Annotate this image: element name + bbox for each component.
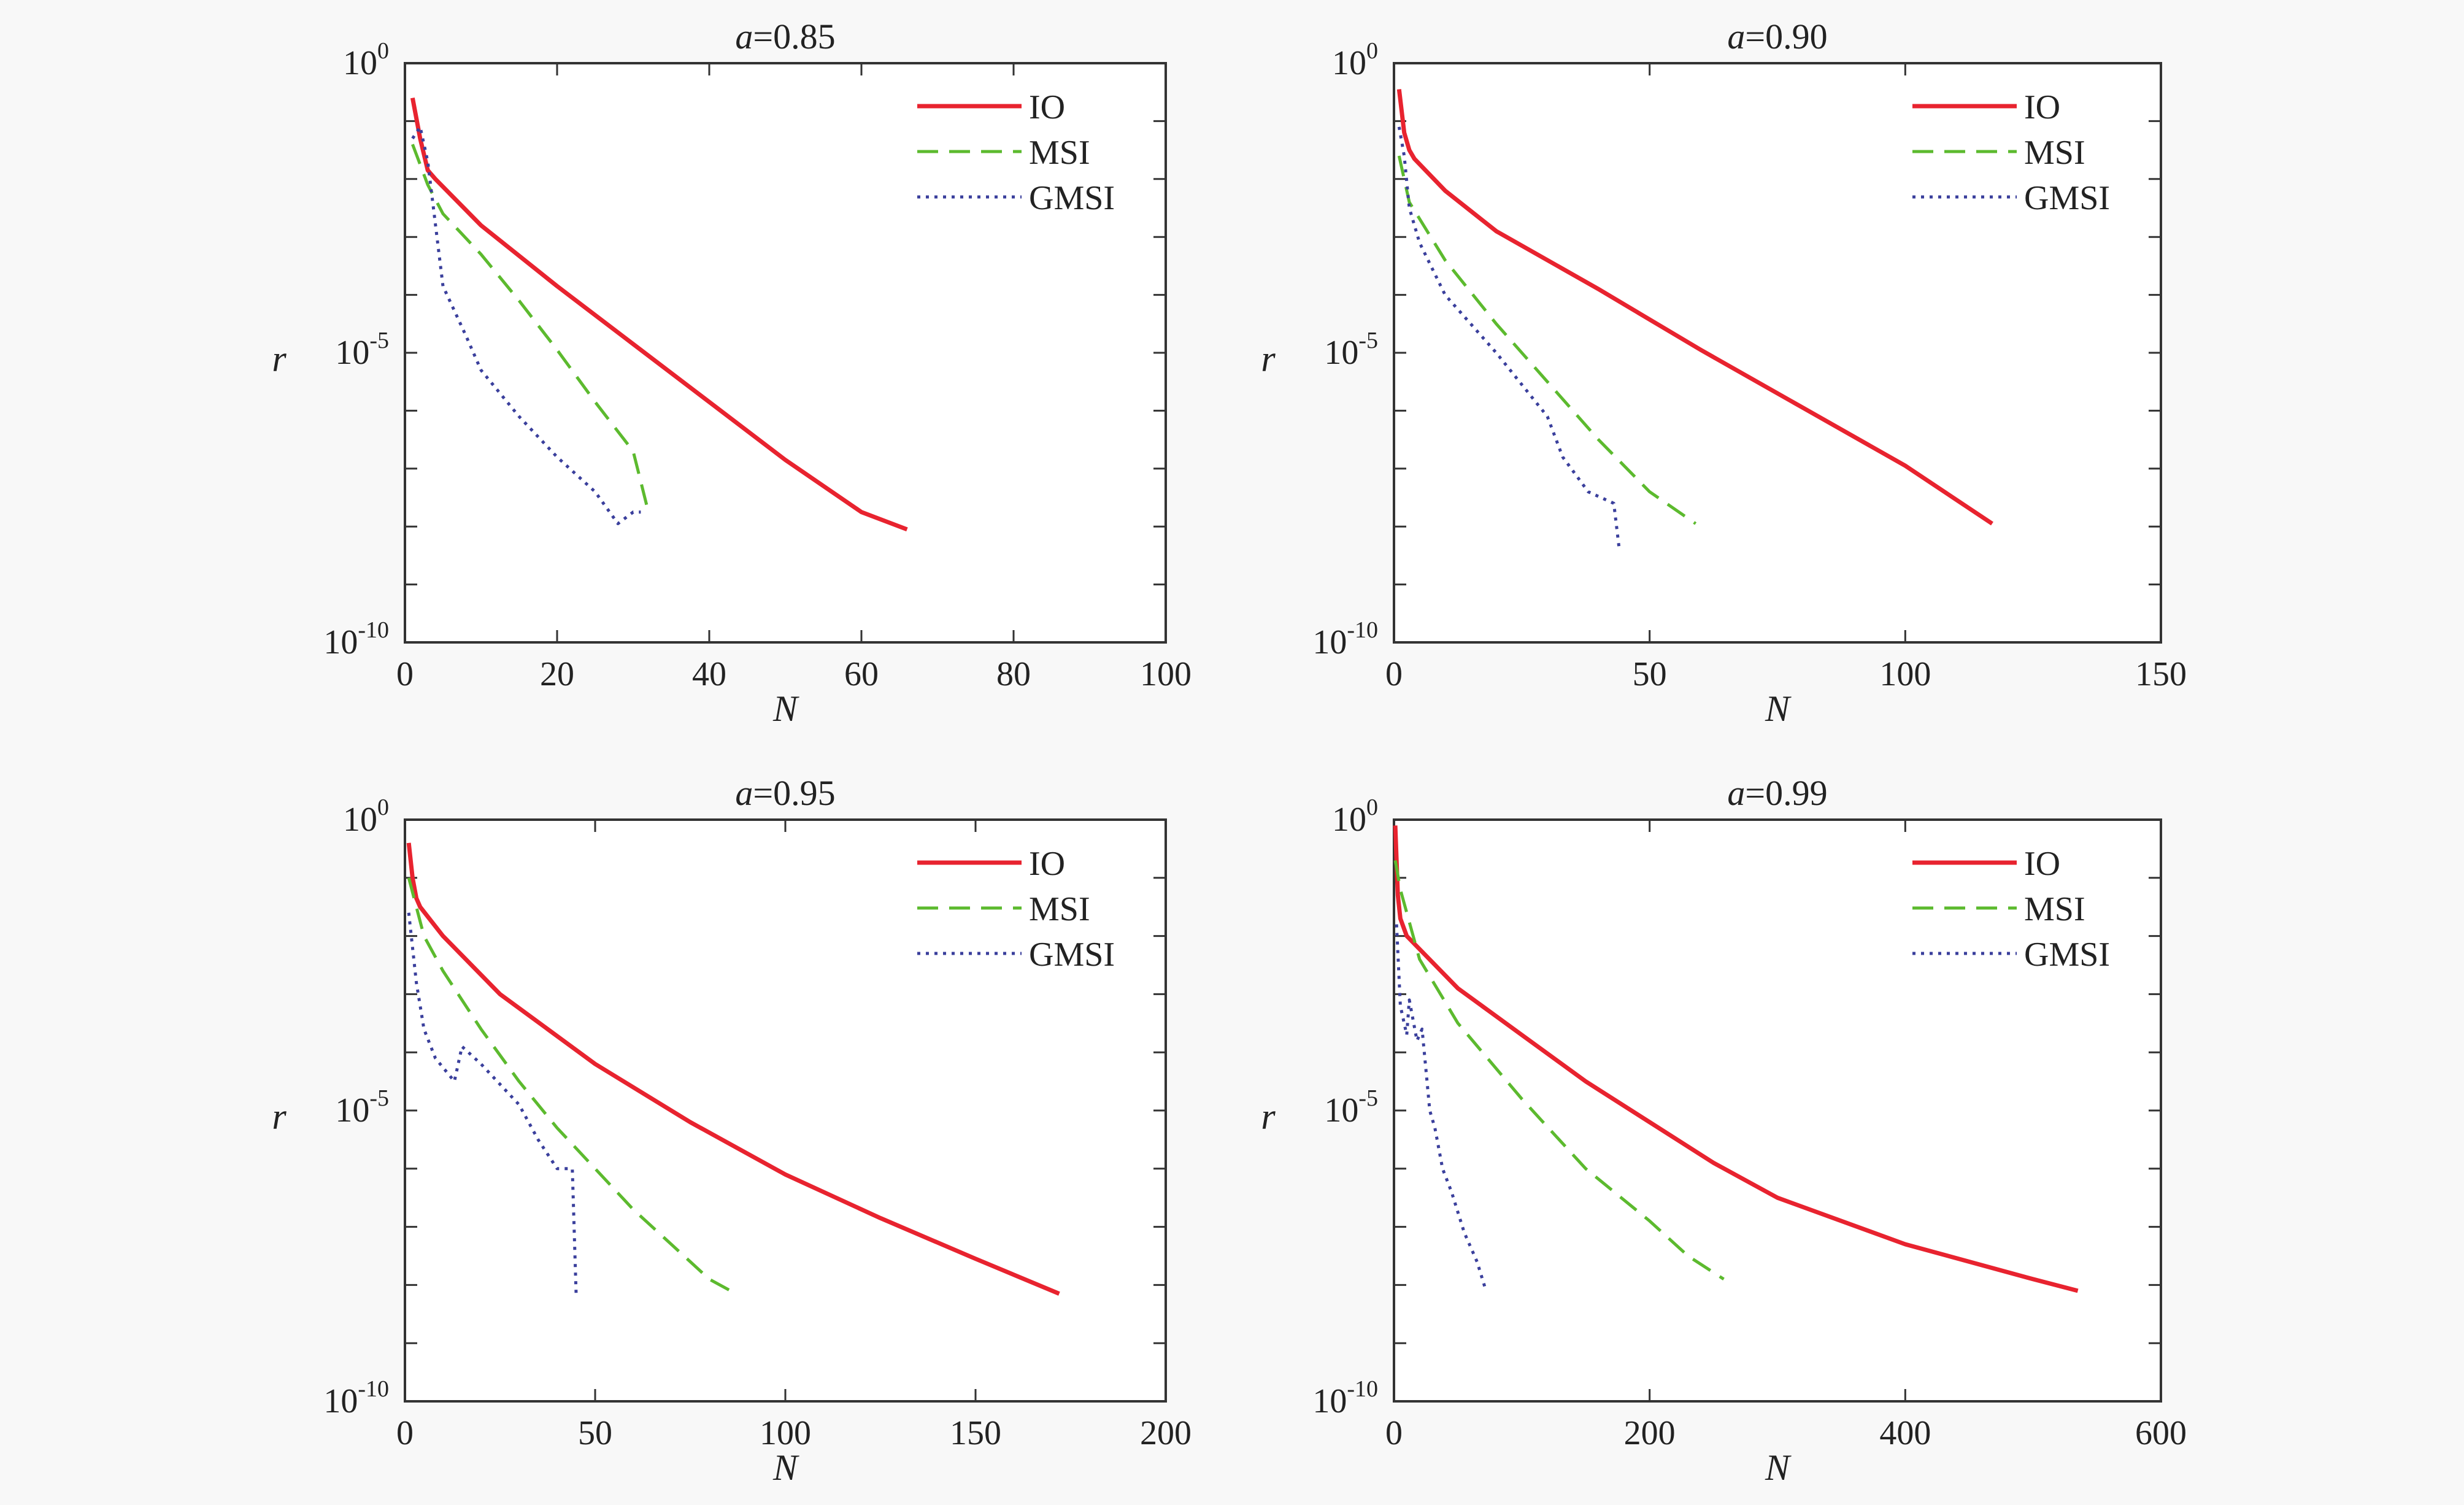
chart-panel-1: 0 20 40 60 80 100 100 10-5 10-10 Nr a=0.85 IO MSI GMS… [272, 17, 1192, 729]
series-line-msi [411, 144, 650, 513]
panel-title: a=0.95 [735, 773, 835, 813]
series-line-msi [407, 877, 737, 1295]
series-line-io [406, 842, 1060, 1296]
legend-label-gmsi: GMSI [2024, 936, 2110, 974]
legend-label-io: IO [1029, 845, 1065, 883]
series-line-msi [1397, 155, 1697, 525]
x-tick-label: 60 [844, 655, 879, 693]
x-tick-label: 0 [1385, 1414, 1403, 1452]
y-tick-label: 10-10 [1312, 1376, 1378, 1420]
y-tick-label: 10-5 [335, 1085, 389, 1130]
x-tick-label: 50 [1633, 655, 1667, 693]
x-axis-title: N [772, 688, 799, 729]
legend-label-io: IO [2024, 88, 2060, 126]
x-tick-label: 0 [1385, 655, 1403, 693]
legend-label-io: IO [2024, 845, 2060, 883]
series-line-io [1393, 825, 2079, 1293]
legend-label-gmsi: GMSI [1029, 179, 1115, 217]
series-line-io [410, 97, 908, 532]
y-axis-title: r [272, 339, 287, 379]
panel-title: a=0.99 [1727, 773, 1827, 813]
series-line-gmsi [1397, 126, 1621, 547]
panel-title: a=0.90 [1727, 17, 1827, 56]
plot-area [404, 818, 1167, 1403]
y-tick-label: 10-10 [323, 617, 389, 661]
y-axis-title: r [1261, 339, 1276, 379]
x-tick-label: 80 [996, 655, 1031, 693]
series-line-msi [1393, 860, 1725, 1280]
x-tick-label: 100 [1140, 655, 1192, 693]
x-tick-label: 400 [1879, 1414, 1931, 1452]
chart-panel-4: 0 200 400 600 100 10-5 10-10 Nr a=0.99 IO MSI GMSI [1261, 773, 2187, 1488]
x-tick-label: 40 [692, 655, 726, 693]
chart-panel-3: 0 50 100 150 200 100 10-5 10-10 Nr a=0.95 IO MSI GMS… [272, 773, 1192, 1488]
x-tick-label: 600 [2135, 1414, 2187, 1452]
x-tick-label: 200 [1140, 1414, 1192, 1452]
y-tick-label: 100 [343, 38, 389, 82]
y-axis-title: r [272, 1096, 287, 1137]
legend-label-msi: MSI [2024, 134, 2085, 172]
legend-label-io: IO [1029, 88, 1065, 126]
y-tick-label: 10-10 [1312, 617, 1378, 661]
panel-title: a=0.85 [735, 17, 835, 56]
y-tick-label: 10-10 [323, 1376, 389, 1420]
legend-label-gmsi: GMSI [1029, 936, 1115, 974]
x-tick-label: 20 [540, 655, 574, 693]
x-tick-label: 100 [760, 1414, 811, 1452]
legend-label-msi: MSI [2024, 890, 2085, 928]
plot-area [1393, 818, 2162, 1403]
y-tick-label: 10-5 [1324, 328, 1378, 372]
x-tick-label: 150 [950, 1414, 1001, 1452]
series-line-gmsi [411, 125, 641, 525]
legend-label-msi: MSI [1029, 134, 1090, 172]
x-tick-label: 50 [578, 1414, 612, 1452]
x-axis-title: N [1765, 1447, 1792, 1488]
legend-label-gmsi: GMSI [2024, 179, 2110, 217]
series-line-io [1396, 89, 1993, 526]
chart-panel-2: 0 50 100 150 100 10-5 10-10 Nr a=0.90 IO MSI GMSI [1261, 17, 2187, 729]
legend-label-msi: MSI [1029, 890, 1090, 928]
plot-area [404, 62, 1167, 644]
x-tick-label: 0 [396, 655, 414, 693]
x-axis-title: N [772, 1447, 799, 1488]
y-tick-label: 10-5 [335, 328, 389, 372]
y-tick-label: 100 [1332, 38, 1378, 82]
x-tick-label: 0 [396, 1414, 414, 1452]
y-tick-label: 100 [343, 795, 389, 839]
x-tick-label: 100 [1879, 655, 1931, 693]
x-tick-label: 150 [2135, 655, 2187, 693]
y-axis-title: r [1261, 1096, 1276, 1137]
y-tick-label: 10-5 [1324, 1085, 1378, 1130]
x-axis-title: N [1765, 688, 1792, 729]
x-tick-label: 200 [1624, 1414, 1676, 1452]
y-tick-label: 100 [1332, 795, 1378, 839]
